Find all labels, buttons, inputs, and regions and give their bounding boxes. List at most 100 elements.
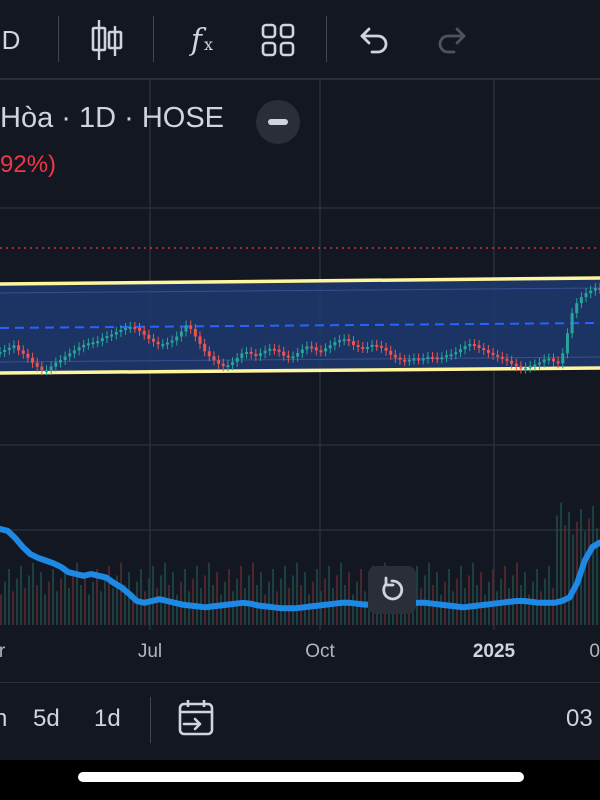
candle-body <box>165 342 169 345</box>
range-1d-button[interactable]: 1d <box>94 705 121 732</box>
candle-body <box>551 358 555 362</box>
volume-bar <box>232 591 234 625</box>
range-button[interactable]: n <box>0 705 8 732</box>
volume-bar <box>164 562 166 625</box>
candle-body <box>598 288 600 291</box>
candle-body <box>258 353 262 356</box>
candle-body <box>138 327 142 331</box>
candle-body <box>305 346 309 350</box>
volume-bar <box>36 584 38 625</box>
go-to-date-button[interactable] <box>176 698 216 743</box>
candle-body <box>31 357 35 363</box>
volume-bar <box>540 591 542 625</box>
candle-body <box>58 359 62 363</box>
volume-bar <box>144 591 146 625</box>
candle-body <box>207 351 211 357</box>
candle-body <box>277 349 281 352</box>
volume-bar <box>304 572 306 625</box>
candle-body <box>296 353 300 357</box>
volume-bar <box>436 572 438 625</box>
volume-bar <box>352 594 354 625</box>
candle-body <box>426 356 430 359</box>
volume-bar <box>116 575 118 625</box>
volume-bar <box>100 591 102 625</box>
price-chart[interactable] <box>0 80 600 680</box>
candle-body <box>584 293 588 298</box>
volume-bar <box>508 588 510 625</box>
candle-body <box>300 349 304 354</box>
candle-body <box>519 366 523 369</box>
undo-icon <box>360 27 388 54</box>
candle-body <box>468 344 472 347</box>
volume-bar <box>468 575 470 625</box>
candle-body <box>86 343 90 346</box>
volume-bar <box>84 572 86 625</box>
candle-body <box>114 332 118 335</box>
toolbar-divider <box>326 16 327 62</box>
interval-selector[interactable]: D <box>0 18 26 62</box>
volume-bar <box>92 581 94 625</box>
home-indicator-area <box>0 760 600 800</box>
candle-body <box>240 353 244 359</box>
candle-body <box>417 358 421 361</box>
volume-bar <box>76 562 78 625</box>
volume-bar <box>420 588 422 625</box>
volume-bar <box>552 588 554 625</box>
reset-chart-button[interactable] <box>368 566 416 614</box>
undo-button[interactable] <box>354 18 394 62</box>
candle-body <box>40 366 44 371</box>
current-date-label[interactable]: 03 <box>566 705 593 732</box>
candle-body <box>245 351 249 354</box>
redo-button[interactable] <box>432 18 472 62</box>
volume-bar <box>308 594 310 625</box>
volume-bar <box>48 581 50 625</box>
volume-bar <box>260 572 262 625</box>
candlestick-icon <box>91 20 123 60</box>
candle-body <box>310 346 314 349</box>
home-indicator[interactable] <box>78 772 524 782</box>
reset-icon <box>382 576 404 601</box>
candle-body <box>221 363 225 367</box>
volume-bar <box>496 591 498 625</box>
layout-button[interactable] <box>256 18 300 62</box>
candle-body <box>272 348 276 351</box>
volume-bar <box>272 569 274 625</box>
candle-body <box>435 357 439 360</box>
calendar-goto-icon <box>178 700 214 736</box>
chart-type-button[interactable] <box>84 18 128 62</box>
volume-bar <box>12 591 14 625</box>
volume-bar <box>296 562 298 625</box>
candle-body <box>254 353 258 356</box>
candle-body <box>291 356 295 359</box>
volume-bar <box>520 584 522 625</box>
candle-body <box>565 333 569 354</box>
candle-body <box>342 339 346 342</box>
candle-body <box>91 342 95 345</box>
volume-bar <box>192 578 194 625</box>
channel-upper-line <box>0 276 600 286</box>
volume-bar <box>264 594 266 625</box>
volume-bar <box>576 521 578 625</box>
candle-body <box>226 365 230 368</box>
bottom-toolbar: n 5d 1d 03 <box>0 682 600 761</box>
volume-bar <box>572 534 574 625</box>
range-5d-button[interactable]: 5d <box>33 705 60 732</box>
candle-body <box>542 359 546 363</box>
candle-body <box>375 344 379 347</box>
candle-body <box>263 350 267 354</box>
candle-body <box>533 364 537 367</box>
volume-bar <box>360 569 362 625</box>
volume-bar <box>528 594 530 625</box>
channel-midline <box>0 322 600 329</box>
price-change-percent: 92%) <box>0 151 57 178</box>
candle-body <box>124 327 128 330</box>
candle-body <box>463 346 467 350</box>
volume-bar <box>220 594 222 625</box>
volume-bar <box>28 575 30 625</box>
candle-body <box>561 353 565 364</box>
candle-body <box>379 345 383 348</box>
collapse-legend-button[interactable] <box>256 100 300 144</box>
minus-icon <box>268 119 288 125</box>
